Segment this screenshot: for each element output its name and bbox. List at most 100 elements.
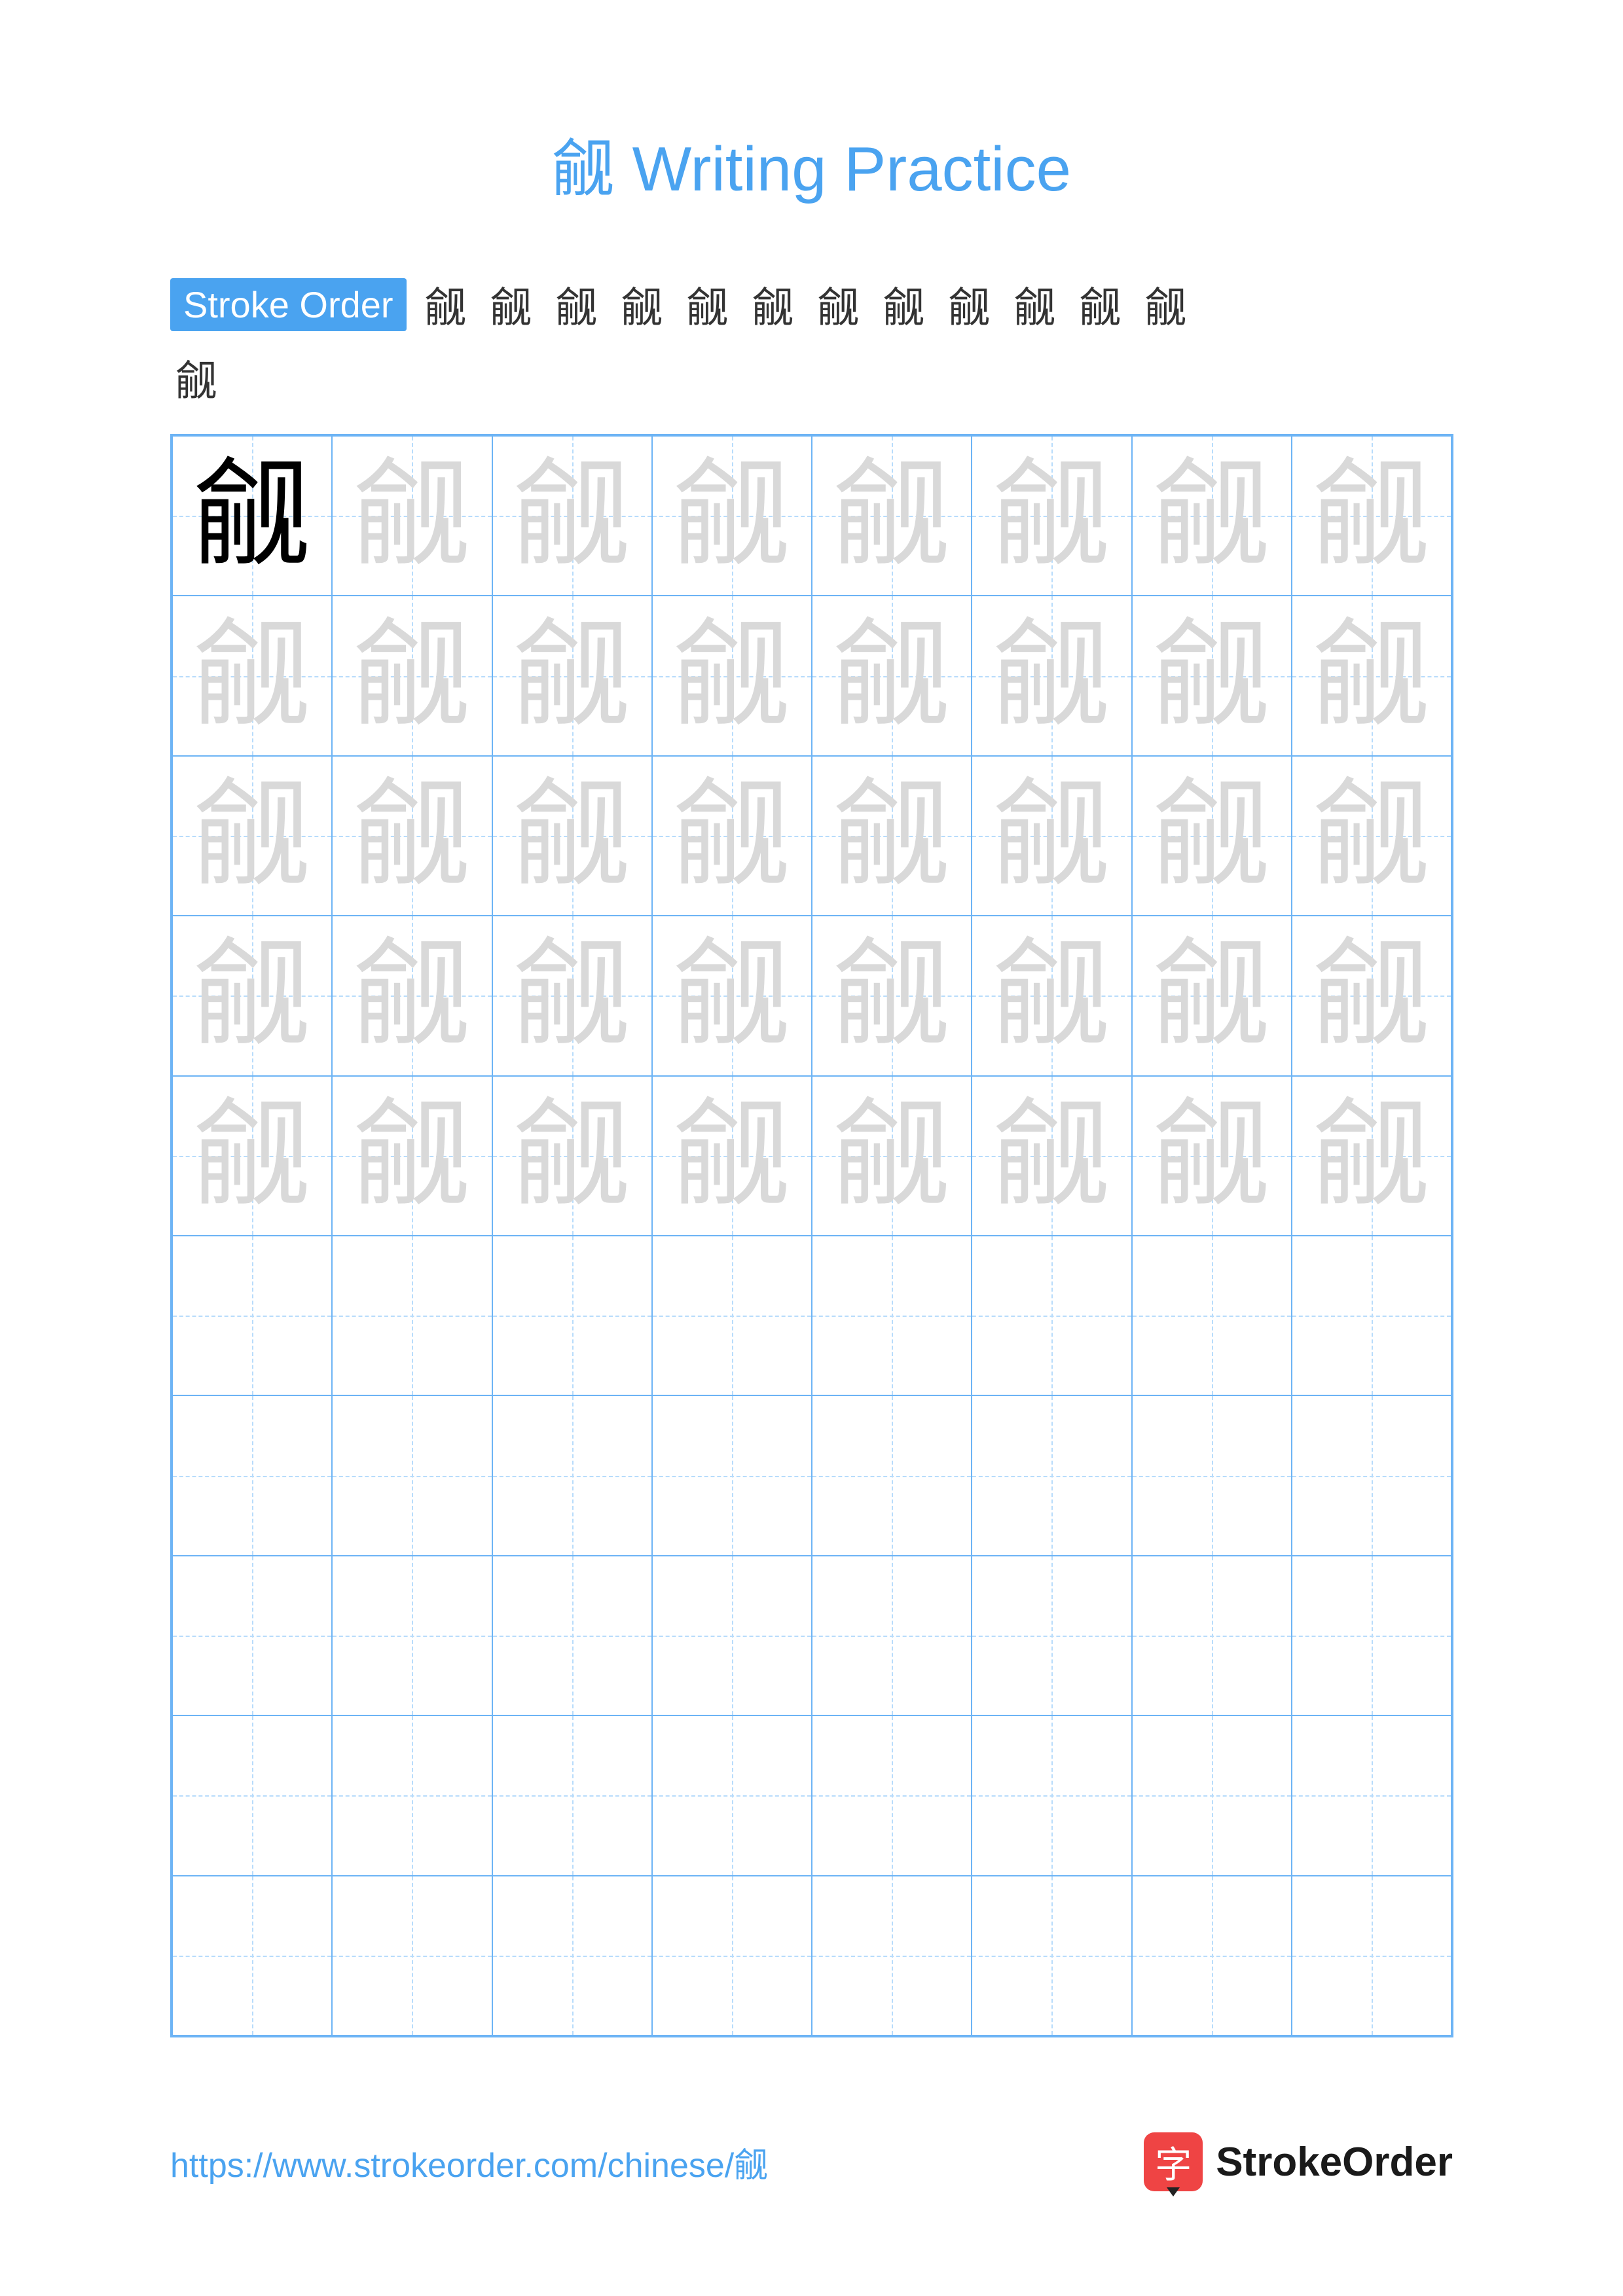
grid-cell [972,1556,1131,1715]
grid-cell [172,1556,332,1715]
page-title: 觎 Writing Practice [170,118,1453,209]
grid-cell [812,1236,972,1395]
practice-char: 觎 [1153,617,1271,735]
grid-cell [332,1876,492,2036]
grid-cell: 觎 [172,1076,332,1236]
grid-cell: 觎 [652,916,812,1075]
stroke-step: 觎 [1009,274,1061,334]
stroke-step: 觎 [170,348,223,408]
grid-cell [332,1556,492,1715]
practice-char: 觎 [1153,777,1271,895]
practice-char: 觎 [833,777,951,895]
grid-cell: 觎 [492,916,652,1075]
practice-char: 觎 [193,937,311,1054]
grid-cell [1292,1236,1451,1395]
grid-cell: 觎 [1292,436,1451,596]
grid-cell: 觎 [1292,596,1451,755]
stroke-step: 觎 [616,274,668,334]
practice-char: 觎 [1153,937,1271,1054]
grid-cell: 觎 [172,436,332,596]
grid-cell [652,1876,812,2036]
practice-char: 觎 [353,457,471,575]
practice-char: 觎 [1313,937,1431,1054]
grid-cell [972,1715,1131,1875]
stroke-order-label: Stroke Order [170,278,407,331]
grid-cell [1132,1715,1292,1875]
grid-cell: 觎 [812,436,972,596]
logo-text: StrokeOrder [1216,2139,1453,2185]
stroke-order-row-2: 觎 [170,348,1453,408]
stroke-step: 觎 [420,274,472,334]
grid-cell: 觎 [1132,436,1292,596]
practice-char: 觎 [993,617,1110,735]
grid-cell: 觎 [172,916,332,1075]
grid-cell [972,1876,1131,2036]
grid-cell [812,1876,972,2036]
grid-cell [172,1395,332,1555]
practice-char: 觎 [993,777,1110,895]
practice-char: 觎 [833,617,951,735]
grid-cell: 觎 [492,1076,652,1236]
grid-cell: 觎 [1292,916,1451,1075]
stroke-step: 觎 [1140,274,1192,334]
grid-cell: 觎 [652,436,812,596]
grid-cell [172,1236,332,1395]
grid-cell: 觎 [492,756,652,916]
grid-cell [1132,1395,1292,1555]
grid-cell: 觎 [332,1076,492,1236]
grid-cell: 觎 [332,756,492,916]
grid-cell [1132,1236,1292,1395]
source-url: https://www.strokeorder.com/chinese/觎 [170,2138,768,2187]
grid-cell: 觎 [812,1076,972,1236]
grid-cell: 觎 [972,1076,1131,1236]
practice-char: 觎 [353,937,471,1054]
practice-char: 觎 [1313,777,1431,895]
practice-char: 觎 [1313,457,1431,575]
practice-char: 觎 [673,457,791,575]
practice-char: 觎 [673,1097,791,1215]
grid-cell [812,1715,972,1875]
practice-char: 觎 [193,1097,311,1215]
grid-cell: 觎 [972,596,1131,755]
grid-cell: 觎 [1292,756,1451,916]
grid-cell [332,1715,492,1875]
practice-char: 觎 [993,1097,1110,1215]
practice-char: 觎 [513,617,631,735]
grid-cell: 觎 [972,756,1131,916]
practice-char: 觎 [353,617,471,735]
practice-char: 觎 [1153,1097,1271,1215]
practice-char: 觎 [673,937,791,1054]
grid-cell [1292,1556,1451,1715]
practice-char: 觎 [193,777,311,895]
grid-cell: 觎 [1132,596,1292,755]
grid-cell: 觎 [812,596,972,755]
practice-char: 觎 [833,1097,951,1215]
grid-cell [1292,1715,1451,1875]
practice-char: 觎 [993,937,1110,1054]
stroke-step: 觎 [682,274,734,334]
practice-char: 觎 [833,937,951,1054]
grid-cell [1292,1395,1451,1555]
grid-cell: 觎 [652,1076,812,1236]
grid-cell: 觎 [1132,916,1292,1075]
grid-cell [332,1236,492,1395]
grid-cell [172,1876,332,2036]
grid-cell [332,1395,492,1555]
practice-char: 觎 [193,617,311,735]
practice-char: 觎 [1313,617,1431,735]
practice-char: 觎 [673,777,791,895]
grid-cell [652,1556,812,1715]
practice-char: 觎 [353,777,471,895]
grid-cell [492,1876,652,2036]
practice-char: 觎 [673,617,791,735]
stroke-step: 觎 [485,274,538,334]
practice-char: 觎 [353,1097,471,1215]
practice-char: 觎 [833,457,951,575]
grid-cell [1132,1876,1292,2036]
grid-cell [492,1236,652,1395]
practice-char: 觎 [513,777,631,895]
grid-cell: 觎 [1132,756,1292,916]
practice-grid: 觎觎觎觎觎觎觎觎觎觎觎觎觎觎觎觎觎觎觎觎觎觎觎觎觎觎觎觎觎觎觎觎觎觎觎觎觎觎觎觎 [170,434,1453,2037]
practice-char: 觎 [513,457,631,575]
grid-cell [652,1395,812,1555]
